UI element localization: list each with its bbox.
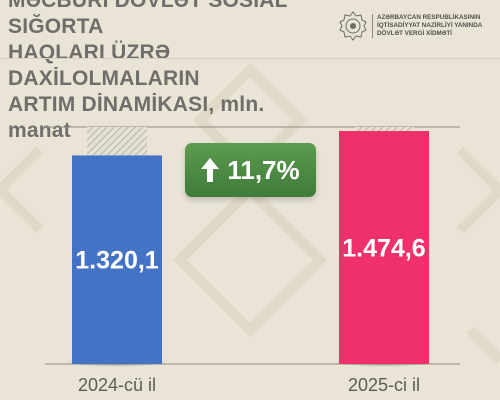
growth-percent: 11,7% [227,154,300,185]
bar-0 [72,155,162,364]
organization-name: AZƏRBAYCAN RESPUBLİKASININ İQTİSADİYYAT … [372,13,482,39]
bar-1 [339,131,429,364]
bar-value-label-0: 1.320,1 [75,247,159,275]
bar-remainder-0 [87,127,147,156]
bar-remainder-1 [354,127,414,132]
state-tax-service-emblem-icon [339,11,367,41]
organization-block: AZƏRBAYCAN RESPUBLİKASININ İQTİSADİYYAT … [338,8,500,44]
category-label-0: 2024-cü il [78,375,156,395]
arrow-up-icon [201,158,220,182]
growth-badge: 11,7% [185,143,316,197]
bar-value-label-1: 1.474,6 [342,235,425,263]
category-label-1: 2025-ci il [348,375,420,395]
header-divider [0,58,500,59]
